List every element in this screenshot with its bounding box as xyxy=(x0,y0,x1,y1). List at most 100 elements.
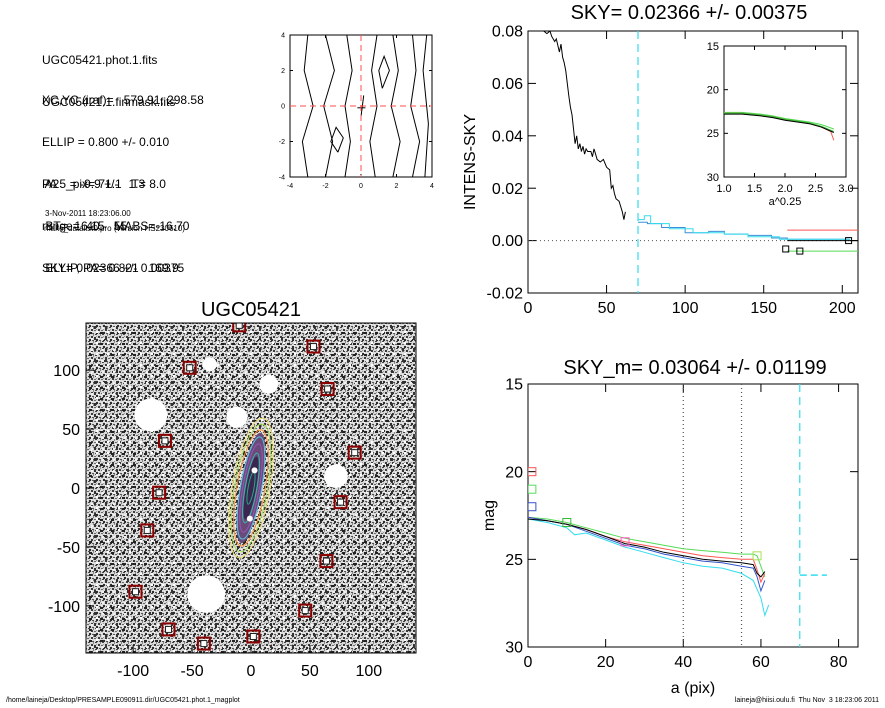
y-tick-label: 30 xyxy=(505,640,523,657)
sky-marker xyxy=(782,245,790,253)
x-tick-label: 80 xyxy=(830,654,848,671)
x-tick-label: -4 xyxy=(287,183,293,190)
y-tick-label: 20 xyxy=(707,85,719,97)
x-tick-label: 100 xyxy=(356,663,383,680)
mask-star xyxy=(165,625,172,633)
y-tick-label: 0.06 xyxy=(492,76,523,93)
mask-star xyxy=(337,498,345,506)
y-tick-label: -2 xyxy=(279,139,285,146)
mag-marker xyxy=(528,502,537,512)
x-tick-label: -100 xyxy=(117,663,149,680)
x-tick-label: 1.0 xyxy=(716,183,731,195)
isophote-ellipse xyxy=(233,429,269,547)
y-tick-label: -0.02 xyxy=(487,286,524,303)
x-tick-label: 2 xyxy=(395,183,399,190)
mask-star xyxy=(200,640,208,648)
mag-marker xyxy=(528,467,537,477)
mask-box xyxy=(298,603,313,618)
galaxy-star xyxy=(251,467,258,474)
masked-star-region xyxy=(324,464,348,489)
y-tick-label: 50 xyxy=(62,422,80,439)
y-tick-label: 0.00 xyxy=(492,233,523,250)
x-tick-label: 0 xyxy=(524,300,533,317)
masked-star-region xyxy=(134,398,168,432)
sky-inset-plot: 1.0 1.5 2.0 2.5 3.0 15 20 25 30 a^0.25 xyxy=(707,41,854,208)
mag-title: SKY_m= 0.03064 +/- 0.01199 xyxy=(563,357,826,379)
x-tick-label: 2.0 xyxy=(777,183,792,195)
mask-box xyxy=(128,584,143,599)
plot-frame xyxy=(527,383,859,648)
image-content xyxy=(128,323,362,651)
isophote-ellipse xyxy=(228,417,274,559)
galaxy-image-plot: -100 -50 0 50 100 -100 -50 0 50 100 UGC05421 xyxy=(48,299,417,680)
isophote-ellipse xyxy=(239,443,263,533)
mask-star xyxy=(132,588,139,596)
inset-series-line xyxy=(724,112,834,133)
masked-star-region xyxy=(187,575,226,613)
x-tick-label: 20 xyxy=(597,654,615,671)
x-tick-label: 100 xyxy=(672,300,699,317)
y-tick-label: 100 xyxy=(53,363,80,380)
sky-ylabel: INTENS-SKY xyxy=(462,114,479,210)
x-tick-label: 4 xyxy=(430,183,434,190)
x-tick-label: -2 xyxy=(322,183,328,190)
program-name: make_datalist0.pro (version HS230610) xyxy=(44,224,185,233)
mag-series-line xyxy=(528,518,770,618)
mask-box xyxy=(157,433,172,448)
y-tick-label: -100 xyxy=(48,599,80,616)
mag-profile-plot: 0 20 40 60 80 15 20 25 30 SKY_m= 0.03064 +/- 0.01… xyxy=(481,357,859,697)
range-value: range= 40.- 55. xyxy=(42,219,131,233)
x-tick-label: 50 xyxy=(598,300,616,317)
mask-star xyxy=(235,323,243,329)
y-tick-label: 0.08 xyxy=(492,24,523,41)
x-tick-label: 0 xyxy=(524,654,533,671)
ellip-pa-value: ELLIP, PA= 0.821 169.9 xyxy=(42,261,179,275)
mag-marker xyxy=(620,537,630,547)
mask-box xyxy=(246,629,261,644)
mask-box xyxy=(182,360,197,375)
mag-series-line xyxy=(528,516,766,593)
mask-box xyxy=(320,382,335,396)
mask-star xyxy=(309,343,317,351)
mask-star xyxy=(186,364,194,372)
mag-ylabel: mag xyxy=(481,500,498,531)
sky-marker xyxy=(845,237,853,245)
center-contour-plot: -4 -2 0 2 4 -4 -2 0 2 4 xyxy=(279,32,434,190)
inset-xlabel: a^0.25 xyxy=(769,196,802,208)
y-tick-label: -50 xyxy=(57,540,80,557)
mag-marker xyxy=(528,484,537,494)
y-tick-label: 0.02 xyxy=(492,181,523,198)
mask-box xyxy=(140,523,155,538)
mask-box xyxy=(196,636,211,651)
mask-box xyxy=(232,323,247,333)
galaxy-title: UGC05421 xyxy=(201,299,301,321)
mask-star xyxy=(249,633,257,640)
sky-marker xyxy=(796,247,804,255)
masked-star-region xyxy=(202,357,217,372)
contour-line xyxy=(422,35,429,177)
inset-background xyxy=(723,45,847,178)
isophote-ellipse xyxy=(236,436,266,540)
inset-series-line xyxy=(724,113,834,133)
mask-star xyxy=(155,489,163,497)
mag-marker xyxy=(562,518,572,528)
masked-star-region xyxy=(226,406,248,428)
mask-star xyxy=(143,526,151,534)
x-tick-label: 0 xyxy=(359,183,363,190)
mask-box xyxy=(306,339,321,354)
sky-profile-plot: 0 50 100 150 200 -0.02 0.00 0.02 0.04 0.06 0.08 SKY… xyxy=(462,2,859,317)
mask-box xyxy=(152,485,167,500)
sky-series-group xyxy=(528,31,858,293)
y-tick-label: 0.04 xyxy=(492,128,523,145)
y-tick-label: 25 xyxy=(505,552,523,569)
y-tick-label: 2 xyxy=(281,68,285,75)
mag-xlabel: a (pix) xyxy=(671,680,715,697)
sky-series-line xyxy=(638,215,851,240)
mask-star xyxy=(301,607,309,615)
mag-series-line xyxy=(528,518,766,578)
x-tick-label: 200 xyxy=(829,300,856,317)
file-names: UGC05421.phot.1.fits UGC05421.1.finmask.… xyxy=(42,25,175,123)
pa-value: PA = -9.9 +/- 1.3 xyxy=(42,177,146,191)
isophote-ellipse xyxy=(242,452,260,524)
